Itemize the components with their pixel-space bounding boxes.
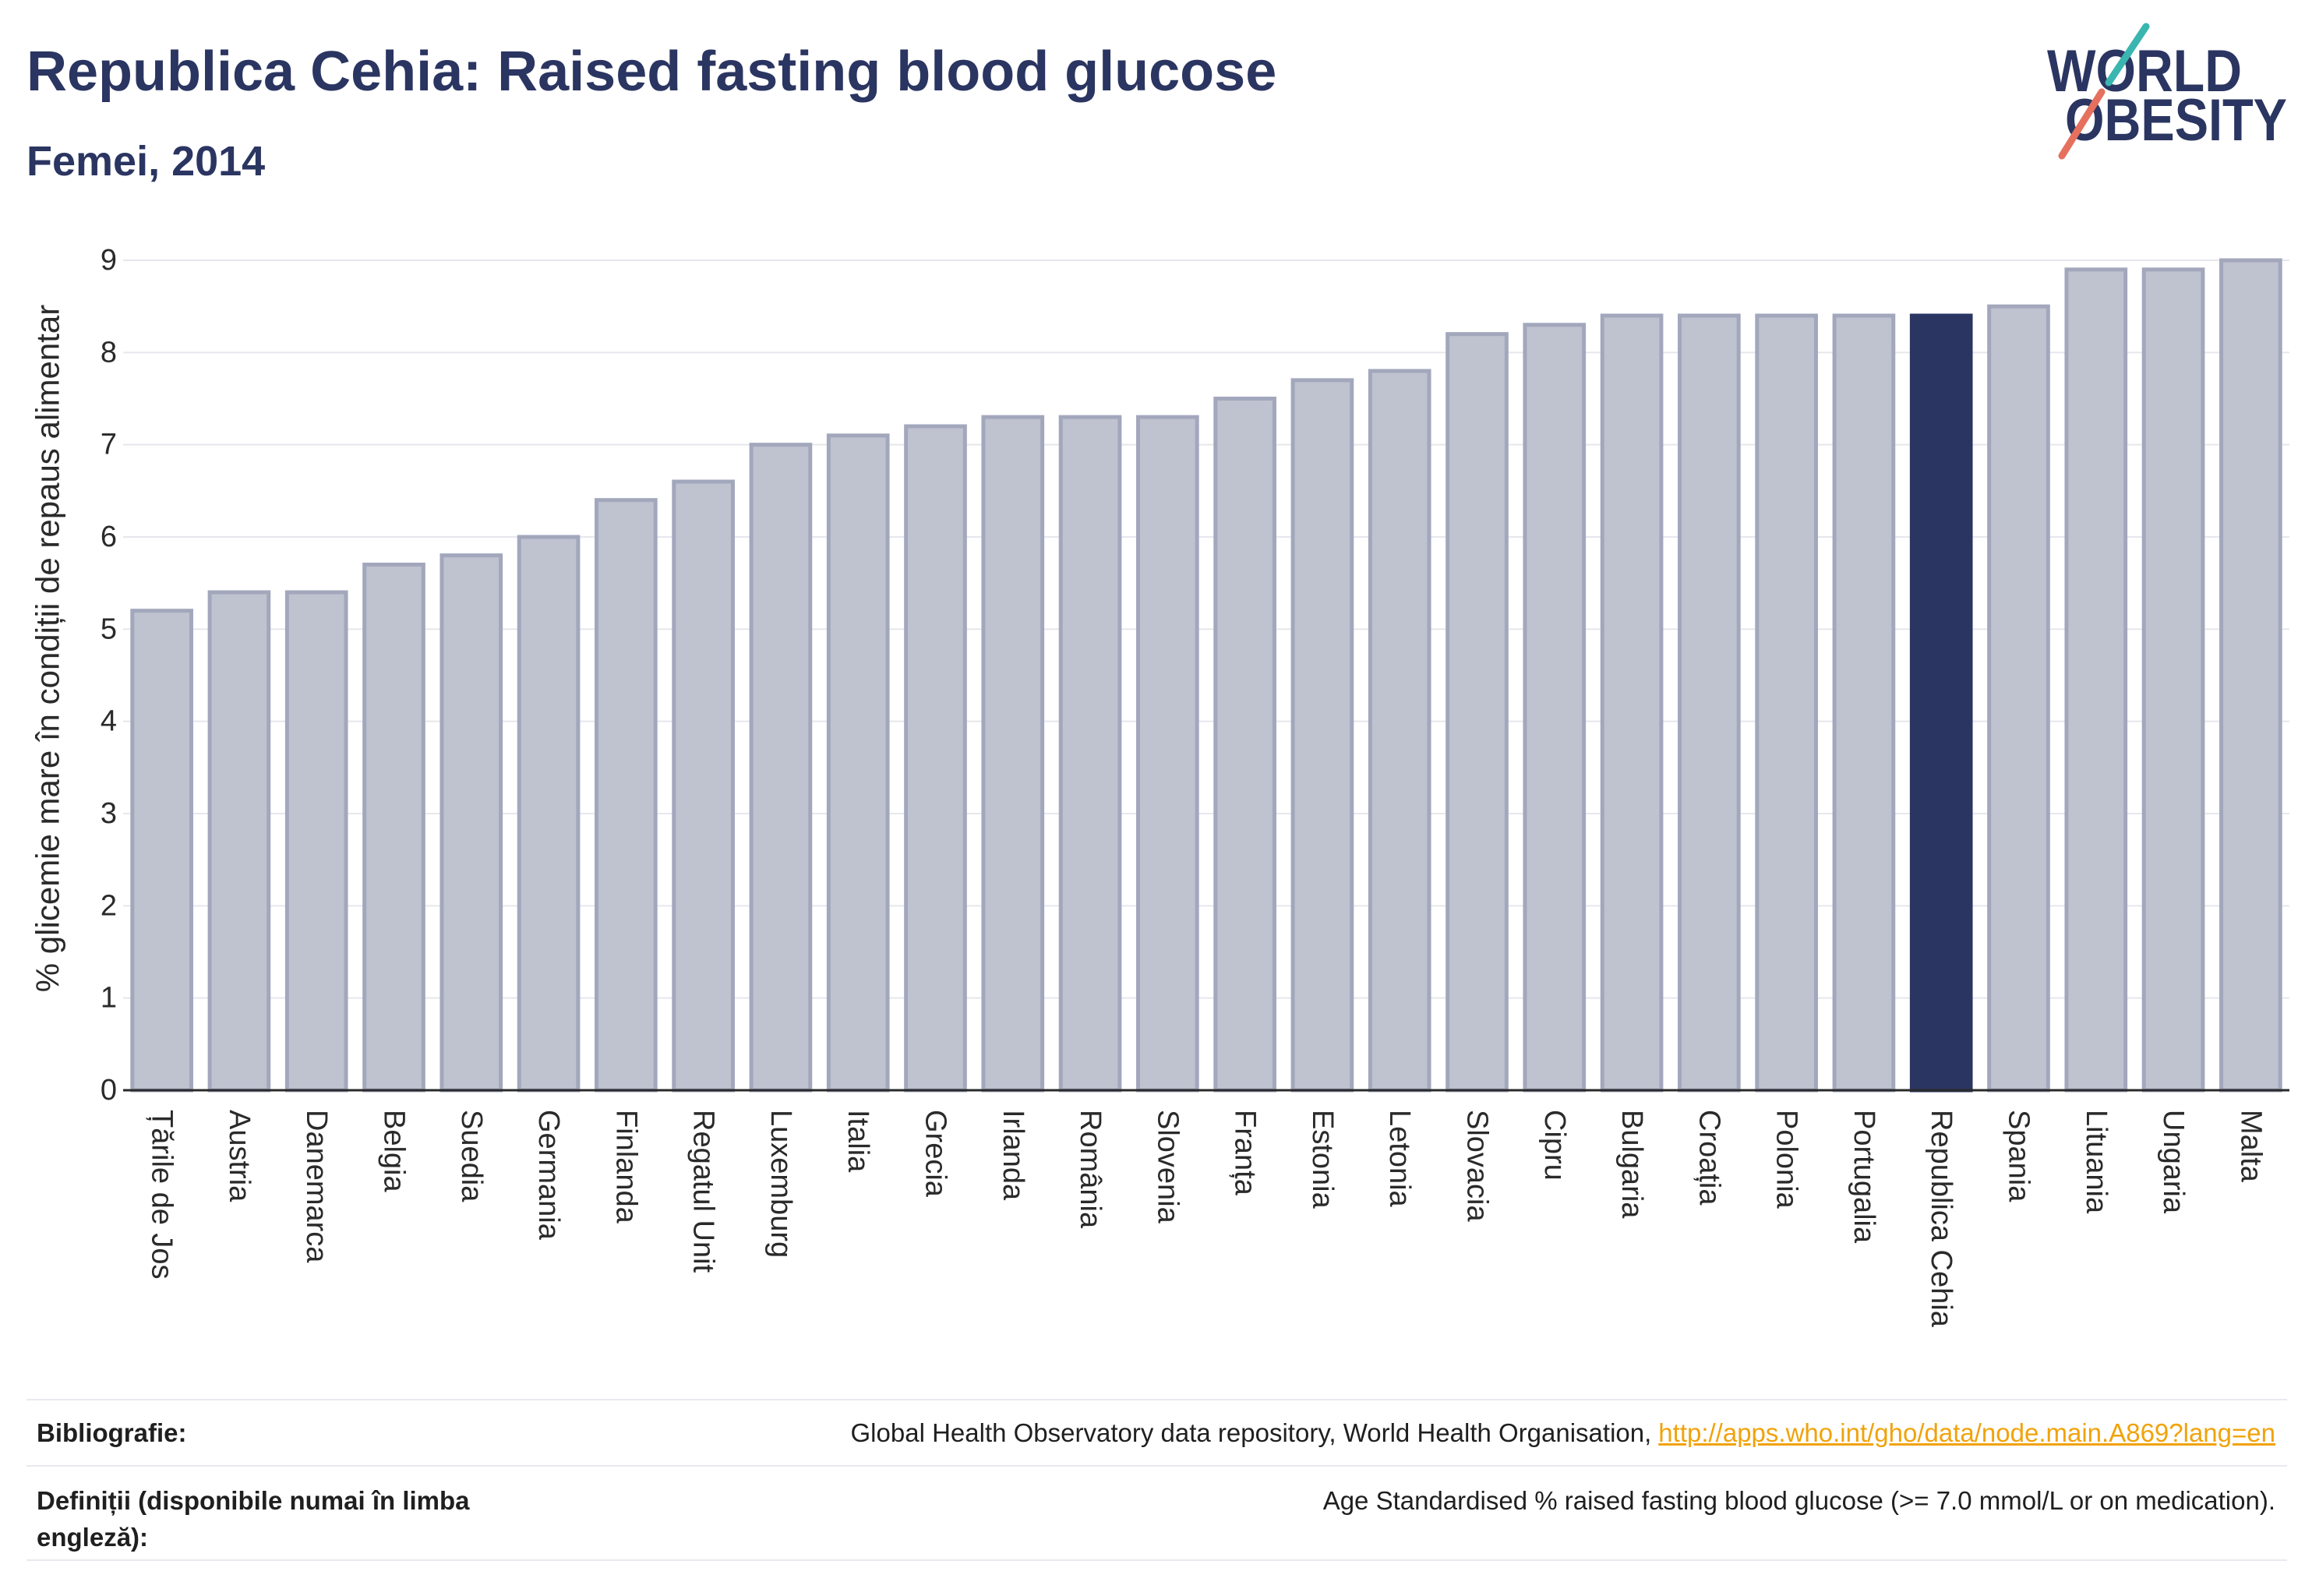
bar	[1832, 313, 1896, 1093]
bar	[826, 433, 890, 1093]
x-tick-label: Slovacia	[1461, 1110, 1494, 1222]
x-tick-label: Italia	[842, 1110, 874, 1173]
bibliography-row: Bibliografie: Global Health Observatory …	[26, 1399, 2287, 1465]
bar	[130, 609, 193, 1093]
x-tick-label: Germania	[532, 1110, 565, 1241]
bar	[207, 590, 271, 1093]
x-tick-label: Letonia	[1383, 1110, 1416, 1208]
y-axis-title: % glicemie mare în condiții de repaus al…	[30, 305, 66, 992]
x-tick-label: Bulgaria	[1615, 1110, 1648, 1219]
x-tick-label: Danemarca	[300, 1110, 333, 1263]
bar	[1058, 415, 1122, 1093]
x-tick-label: Austria	[223, 1110, 256, 1202]
logo-text-obesity: OBESITY	[2065, 87, 2287, 154]
definitions-label: Definiții (disponibile numai în limba en…	[37, 1486, 470, 1552]
x-tick-label: Regatul Unit	[687, 1110, 720, 1273]
x-tick-label: Suedia	[455, 1110, 488, 1202]
y-tick-label: 9	[101, 244, 117, 277]
x-tick-label: Estonia	[1306, 1110, 1339, 1209]
x-tick-label: Belgia	[378, 1110, 411, 1192]
x-tick-label: Cipru	[1538, 1110, 1571, 1181]
x-tick-label: Slovenia	[1151, 1110, 1184, 1224]
bar-chart: 0 1 2 3 4 5 6 7 8 9 Țările de Jos Austria Danemarca…	[30, 244, 2289, 1328]
bibliography-link[interactable]: http://apps.who.int/gho/data/node.main.A…	[1658, 1418, 2275, 1447]
y-tick-label: 3	[101, 797, 117, 830]
bar	[672, 479, 735, 1093]
bar	[749, 443, 813, 1093]
x-tick-label: Polonia	[1770, 1110, 1803, 1209]
bar-highlight	[1909, 313, 1973, 1093]
bar	[1368, 369, 1431, 1093]
y-tick-label: 5	[101, 613, 117, 645]
x-tick-label: Irlanda	[997, 1110, 1029, 1201]
bars	[130, 258, 2282, 1093]
x-tick-label: Țările de Jos	[146, 1110, 178, 1280]
page-title: Republica Cehia: Raised fasting blood gl…	[26, 41, 1277, 103]
y-tick-label: 0	[101, 1074, 117, 1107]
bar	[1678, 313, 1741, 1093]
bibliography-label: Bibliografie:	[37, 1418, 187, 1447]
bar	[439, 553, 503, 1093]
bar	[1600, 313, 1664, 1093]
bar	[1445, 332, 1509, 1093]
y-tick-label: 8	[101, 336, 117, 369]
logo-slash-teal	[2105, 23, 2150, 87]
footer: Bibliografie: Global Health Observatory …	[26, 1399, 2287, 1562]
bar	[1213, 397, 1276, 1093]
y-tick-label: 2	[101, 889, 117, 922]
definitions-text: Age Standardised % raised fasting blood …	[1322, 1486, 2275, 1515]
bar	[595, 498, 658, 1093]
bar	[362, 563, 425, 1093]
x-tick-label: Republica Cehia	[1925, 1110, 1957, 1328]
definitions-row: Definiții (disponibile numai în limba en…	[26, 1465, 2287, 1561]
x-tick-label: Luxemburg	[764, 1110, 797, 1258]
y-axis-ticks: 0 1 2 3 4 5 6 7 8 9	[101, 244, 117, 1107]
bar	[2064, 267, 2128, 1093]
world-obesity-logo: WORLD OBESITY	[2047, 23, 2287, 160]
x-tick-label: Spania	[2003, 1110, 2035, 1202]
bar	[2219, 258, 2282, 1093]
x-tick-label: Franța	[1229, 1110, 1262, 1196]
bar	[1987, 304, 2050, 1093]
bar	[517, 535, 581, 1093]
y-tick-label: 4	[101, 705, 117, 738]
x-tick-label: Finlanda	[609, 1110, 642, 1224]
bar	[284, 590, 348, 1093]
bar	[1290, 378, 1354, 1093]
y-tick-label: 1	[101, 982, 117, 1015]
bar	[2141, 267, 2205, 1093]
x-tick-label: România	[1074, 1110, 1107, 1229]
bar	[1755, 313, 1818, 1093]
x-tick-label: Ungaria	[2157, 1110, 2190, 1214]
x-tick-label: Malta	[2234, 1110, 2267, 1183]
bar	[1136, 415, 1199, 1093]
bar	[1523, 323, 1587, 1093]
bibliography-source: Global Health Observatory data repositor…	[850, 1418, 1652, 1447]
y-tick-label: 6	[101, 521, 117, 553]
logo-text-world: WORLD	[2047, 38, 2242, 104]
bibliography-text: Global Health Observatory data repositor…	[851, 1418, 2275, 1448]
x-tick-label: Lituania	[2080, 1110, 2113, 1214]
x-tick-label: Croația	[1693, 1110, 1725, 1206]
x-axis-ticks: Țările de Jos Austria Danemarca Belgia Suedi…	[146, 1110, 2268, 1328]
logo-slash-coral	[2058, 88, 2106, 160]
bar	[904, 424, 967, 1093]
page-subtitle: Femei, 2014	[26, 138, 266, 185]
y-tick-label: 7	[101, 429, 117, 461]
x-tick-label: Portugalia	[1848, 1110, 1880, 1244]
bar	[981, 415, 1045, 1093]
x-tick-label: Grecia	[920, 1110, 952, 1198]
